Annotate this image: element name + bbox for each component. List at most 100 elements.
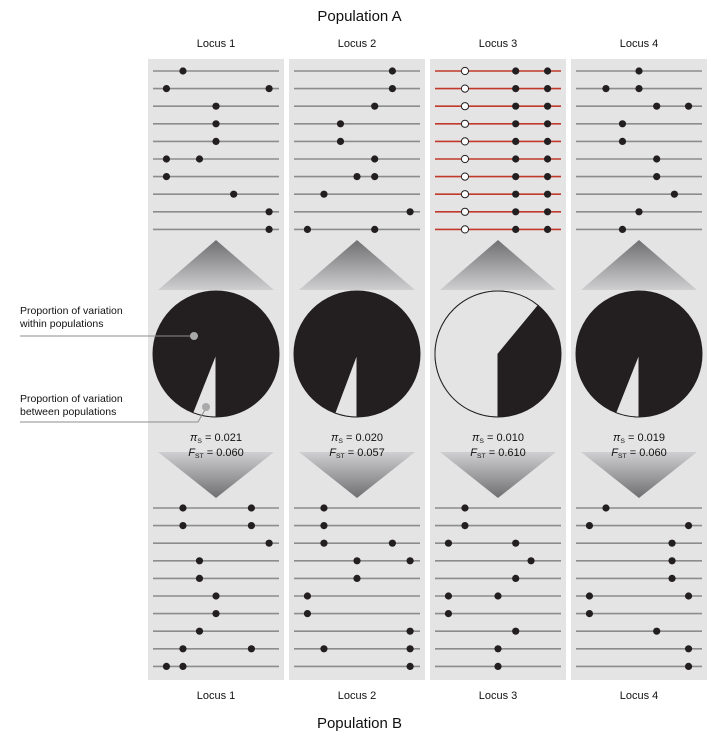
snp-dot — [320, 645, 328, 653]
pi-s-value: πS = 0.010 — [472, 432, 524, 445]
snp-dot — [265, 225, 273, 233]
snp-dot — [179, 67, 187, 75]
snp-dot — [543, 102, 552, 110]
ancestral-site-dot — [460, 190, 470, 199]
snp-dot — [543, 208, 552, 216]
arrow-down-shape — [581, 452, 697, 498]
snp-dot — [512, 574, 520, 583]
snp-dot — [543, 67, 552, 75]
snp-dot — [353, 173, 361, 181]
snp-dot — [247, 504, 255, 512]
ancestral-site-dot — [460, 207, 470, 216]
fst-value: FST = 0.060 — [611, 447, 667, 460]
snp-dot — [461, 522, 469, 530]
snp-dot — [512, 173, 520, 181]
snp-dot — [406, 627, 414, 635]
snp-dot — [195, 557, 204, 565]
snp-dot — [512, 137, 520, 145]
arrow-up-shape — [158, 240, 274, 290]
snp-dot — [512, 539, 520, 547]
snp-dot — [195, 155, 204, 163]
variance-pie — [293, 290, 421, 418]
snp-dot — [353, 557, 361, 565]
snp-dot — [371, 173, 379, 181]
fst-value: FST = 0.060 — [188, 447, 244, 460]
snp-dot — [543, 173, 552, 181]
ancestral-site-dot — [460, 66, 470, 76]
snp-dot — [512, 85, 520, 93]
snp-dot — [653, 627, 661, 635]
locus-panel-2: Locus 2 Locus 2 πS = 0.020 FST = 0.057 — [289, 38, 425, 702]
snp-dot — [179, 522, 187, 530]
snp-dot — [406, 557, 414, 565]
snp-dot — [585, 522, 594, 530]
pi-s-value: πS = 0.020 — [331, 432, 383, 445]
snp-dot — [618, 225, 627, 233]
arrow-up-shape — [581, 240, 697, 290]
snp-dot — [212, 120, 220, 128]
pi-s-value: πS = 0.019 — [613, 432, 665, 445]
snp-dot — [162, 662, 171, 671]
snp-dot — [371, 155, 379, 163]
snp-dot — [212, 610, 220, 618]
between-populations-slice — [192, 353, 217, 418]
snp-dot — [388, 67, 396, 75]
arrow-down-shape — [299, 452, 415, 498]
within-populations-label: Proportion of variation within populatio… — [20, 305, 123, 330]
snp-dot — [247, 522, 255, 530]
between-populations-slice — [615, 353, 640, 418]
fst-value: FST = 0.610 — [470, 447, 526, 460]
snp-dot — [512, 155, 520, 163]
arrow-down-shape — [440, 452, 556, 498]
snp-dot — [653, 155, 661, 163]
snp-dot — [684, 645, 693, 653]
snp-dot — [512, 190, 520, 198]
snp-dot — [371, 225, 379, 233]
snp-dot — [336, 137, 345, 145]
snp-dot — [388, 539, 396, 547]
snp-dot — [247, 645, 255, 653]
snp-dot — [684, 592, 693, 600]
locus-label-bottom: Locus 2 — [338, 690, 377, 702]
snp-dot — [512, 627, 520, 635]
snp-dot — [212, 102, 220, 110]
snp-dot — [602, 85, 610, 93]
snp-dot — [230, 190, 238, 198]
snp-dot — [162, 85, 171, 93]
locus-panel-4: Locus 4 Locus 4 πS = 0.019 FST = 0.060 — [571, 38, 707, 702]
label-pointers — [20, 332, 210, 423]
snp-dot — [684, 102, 693, 110]
snp-dot — [388, 85, 396, 93]
snp-dot — [444, 610, 453, 618]
snp-dot — [512, 225, 520, 233]
snp-dot — [602, 504, 610, 512]
snp-dot — [371, 102, 379, 110]
snp-dot — [353, 574, 361, 583]
snp-dot — [195, 627, 204, 635]
snp-dot — [618, 137, 627, 145]
locus-panel-3: Locus 3 Locus 3 πS = 0.010 FST = 0.610 — [430, 38, 566, 702]
ancestral-site-dot — [460, 154, 470, 164]
snp-dot — [406, 645, 414, 653]
snp-dot — [618, 120, 627, 128]
snp-dot — [543, 155, 552, 163]
snp-dot — [179, 645, 187, 653]
snp-dot — [512, 102, 520, 110]
snp-dot — [320, 190, 328, 198]
snp-dot — [406, 662, 414, 671]
between-populations-label: Proportion of variation between populati… — [20, 393, 123, 418]
snp-dot — [265, 539, 273, 547]
snp-dot — [635, 67, 643, 75]
snp-dot — [444, 539, 453, 547]
ancestral-site-dot — [460, 102, 470, 111]
snp-dot — [303, 592, 312, 600]
locus-label-top: Locus 3 — [479, 38, 518, 50]
snp-dot — [543, 137, 552, 145]
snp-dot — [512, 208, 520, 216]
ancestral-site-dot — [460, 84, 470, 93]
snp-dot — [320, 522, 328, 530]
locus-label-bottom: Locus 4 — [620, 690, 659, 702]
pi-s-value: πS = 0.021 — [190, 432, 242, 445]
snp-dot — [668, 539, 676, 547]
